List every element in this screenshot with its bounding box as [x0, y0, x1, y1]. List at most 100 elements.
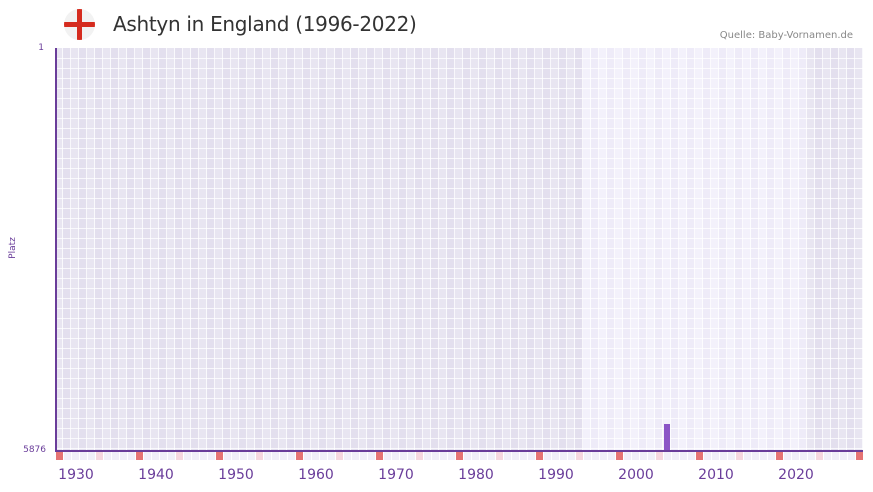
grid-column: [575, 48, 583, 450]
year-marker: [208, 452, 215, 460]
year-marker: [472, 452, 479, 460]
grid-line: [55, 158, 863, 159]
year-marker: [72, 452, 79, 460]
year-marker: [584, 452, 591, 460]
grid-column: [591, 48, 599, 450]
year-marker: [64, 452, 71, 460]
year-marker: [272, 452, 279, 460]
year-marker: [496, 452, 503, 460]
grid-column: [183, 48, 191, 450]
grid-column: [799, 48, 807, 450]
grid-line: [55, 138, 863, 139]
grid-column: [847, 48, 855, 450]
grid-line: [55, 398, 863, 399]
year-marker: [848, 452, 855, 460]
grid-column: [639, 48, 647, 450]
grid-column: [471, 48, 479, 450]
year-marker: [224, 452, 231, 460]
grid-column: [695, 48, 703, 450]
year-marker: [192, 452, 199, 460]
year-marker: [776, 452, 783, 460]
grid-line: [55, 438, 863, 439]
y-tick-bottom: 5876: [23, 445, 46, 455]
year-marker: [432, 452, 439, 460]
x-tick: 2010: [698, 467, 734, 483]
year-marker: [672, 452, 679, 460]
year-marker: [104, 452, 111, 460]
x-tick: 1970: [378, 467, 414, 483]
grid-column: [223, 48, 231, 450]
year-marker: [416, 452, 423, 460]
year-marker: [688, 452, 695, 460]
grid-column: [751, 48, 759, 450]
grid-column: [151, 48, 159, 450]
grid-column: [231, 48, 239, 450]
grid-column: [551, 48, 559, 450]
year-marker: [640, 452, 647, 460]
grid-column: [807, 48, 815, 450]
grid-line: [55, 188, 863, 189]
year-marker: [600, 452, 607, 460]
grid-column: [503, 48, 511, 450]
x-tick: 1960: [298, 467, 334, 483]
year-marker: [608, 452, 615, 460]
year-marker: [544, 452, 551, 460]
grid-line: [55, 388, 863, 389]
x-tick: 2020: [778, 467, 814, 483]
grid-column: [487, 48, 495, 450]
grid-column: [295, 48, 303, 450]
year-marker: [216, 452, 223, 460]
year-marker: [664, 452, 671, 460]
grid-column: [367, 48, 375, 450]
grid-line: [55, 88, 863, 89]
grid-line: [55, 368, 863, 369]
grid-column: [279, 48, 287, 450]
year-marker: [96, 452, 103, 460]
chart-title: Ashtyn in England (1996-2022): [113, 12, 417, 36]
grid-column: [479, 48, 487, 450]
year-marker: [120, 452, 127, 460]
grid-column: [719, 48, 727, 450]
grid-column: [767, 48, 775, 450]
grid-column: [271, 48, 279, 450]
year-marker: [616, 452, 623, 460]
grid-column: [311, 48, 319, 450]
grid-column: [303, 48, 311, 450]
rank-bar[interactable]: [664, 424, 670, 450]
grid-line: [55, 118, 863, 119]
year-marker: [696, 452, 703, 460]
grid-line: [55, 318, 863, 319]
grid-column: [703, 48, 711, 450]
grid-column: [775, 48, 783, 450]
year-marker: [424, 452, 431, 460]
year-marker: [352, 452, 359, 460]
x-tick: 1990: [538, 467, 574, 483]
year-marker: [376, 452, 383, 460]
year-marker: [320, 452, 327, 460]
grid-column: [543, 48, 551, 450]
grid-column: [391, 48, 399, 450]
year-marker: [648, 452, 655, 460]
y-tick-top: 1: [38, 43, 44, 53]
grid-line: [55, 218, 863, 219]
source-link[interactable]: Quelle: Baby-Vornamen.de: [719, 30, 853, 41]
grid-column: [63, 48, 71, 450]
year-marker: [152, 452, 159, 460]
year-marker: [784, 452, 791, 460]
year-marker: [440, 452, 447, 460]
year-marker: [184, 452, 191, 460]
grid-line: [55, 248, 863, 249]
year-marker: [312, 452, 319, 460]
grid-column: [95, 48, 103, 450]
x-axis: [55, 450, 863, 452]
grid-line: [55, 198, 863, 199]
year-marker: [400, 452, 407, 460]
year-marker: [336, 452, 343, 460]
grid-line: [55, 288, 863, 289]
year-marker: [568, 452, 575, 460]
x-tick: 2000: [618, 467, 654, 483]
grid-column: [327, 48, 335, 450]
grid-column: [111, 48, 119, 450]
grid-line: [55, 408, 863, 409]
grid-column: [87, 48, 95, 450]
